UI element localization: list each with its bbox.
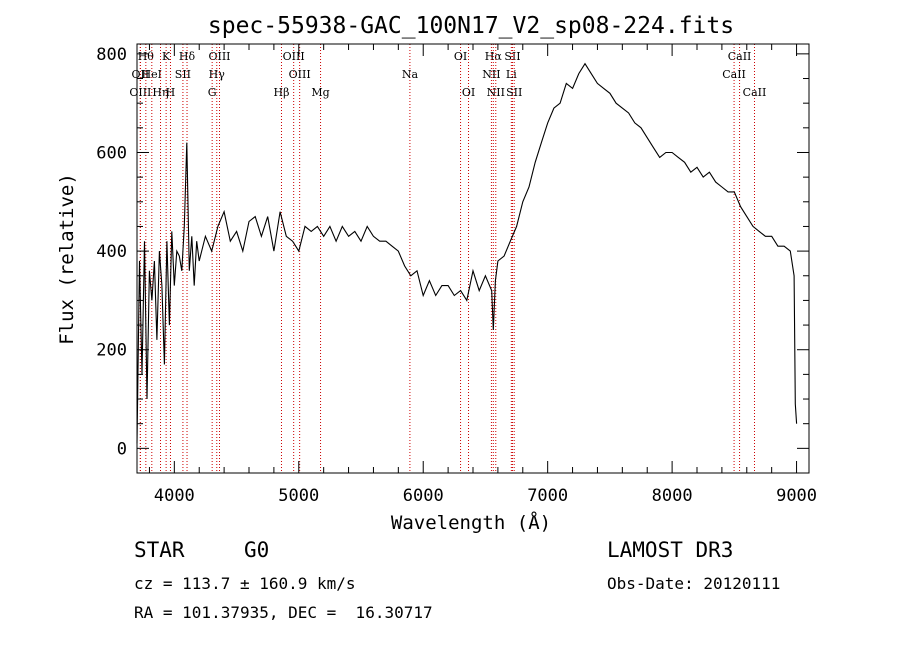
- spectral-line-label: OI: [454, 50, 467, 63]
- spectral-line-label: OIII: [208, 50, 230, 63]
- spectral-line-label: G: [208, 86, 217, 99]
- y-tick-label: 800: [96, 45, 127, 65]
- observation-date: Obs-Date: 20120111: [607, 574, 781, 593]
- series-layer: [136, 62, 798, 444]
- x-tick-label: 6000: [403, 486, 444, 506]
- spectral-line-label: Hθ: [138, 50, 155, 63]
- spectral-line-label: Hβ: [274, 86, 290, 99]
- spectral-line-label: CaII: [728, 50, 752, 63]
- survey-name: LAMOST DR3: [607, 538, 734, 562]
- spectral-line-label: K: [162, 50, 171, 63]
- spectral-line-label: OI: [462, 86, 475, 99]
- spectral-line-label: Hη: [152, 86, 168, 99]
- spectral-line-label: NII: [487, 86, 505, 99]
- spectral-line-label: SII: [506, 86, 522, 99]
- spectral-line-label: HeI: [142, 68, 162, 81]
- spectral-line-label: Hγ: [209, 68, 226, 81]
- spectral-line-label: CaII: [722, 68, 746, 81]
- spectral-line-label: OIII: [129, 86, 151, 99]
- spectral-line-label: SII: [504, 50, 520, 63]
- x-tick-label: 7000: [527, 486, 568, 506]
- x-tick-label: 8000: [652, 486, 693, 506]
- y-tick-label: 400: [96, 242, 127, 262]
- object-class: STAR: [134, 538, 185, 562]
- plot-frame: [136, 43, 810, 474]
- chart-title: spec-55938-GAC_100N17_V2_sp08-224.fits: [208, 13, 734, 39]
- y-tick-label: 200: [96, 341, 127, 361]
- x-tick-label: 4000: [154, 486, 195, 506]
- x-tick-label: 5000: [278, 486, 319, 506]
- y-tick-label: 600: [96, 143, 127, 163]
- coordinates: RA = 101.37935, DEC = 16.30717: [134, 603, 433, 622]
- y-tick-label: 0: [117, 439, 127, 459]
- spectral-line-label: Hα: [485, 50, 503, 63]
- object-subclass: G0: [244, 538, 270, 562]
- axis-ticks-layer: 4000 5000 6000 7000 8000 9000 0 200 400 600 800: [96, 44, 817, 506]
- spectral-line-label: OIII: [283, 50, 305, 63]
- spectral-line-label: Hδ: [179, 50, 196, 63]
- redshift-velocity: cz = 113.7 ± 160.9 km/s: [134, 574, 356, 593]
- spectral-line-label: Mg: [311, 86, 329, 99]
- spectral-line-label: Li: [506, 68, 517, 81]
- spectral-line-label: Na: [402, 68, 419, 81]
- flux-series-line: [136, 62, 798, 444]
- spectral-line-label: SII: [175, 68, 191, 81]
- x-axis-label: Wavelength (Å): [391, 511, 551, 534]
- spectral-line-label: OIII: [289, 68, 311, 81]
- y-axis-label: Flux (relative): [56, 173, 78, 345]
- spectral-line-label: CaII: [743, 86, 767, 99]
- x-tick-label: 9000: [776, 486, 817, 506]
- spectral-line-label: NII: [482, 68, 500, 81]
- spectral-line-label: H: [166, 86, 176, 99]
